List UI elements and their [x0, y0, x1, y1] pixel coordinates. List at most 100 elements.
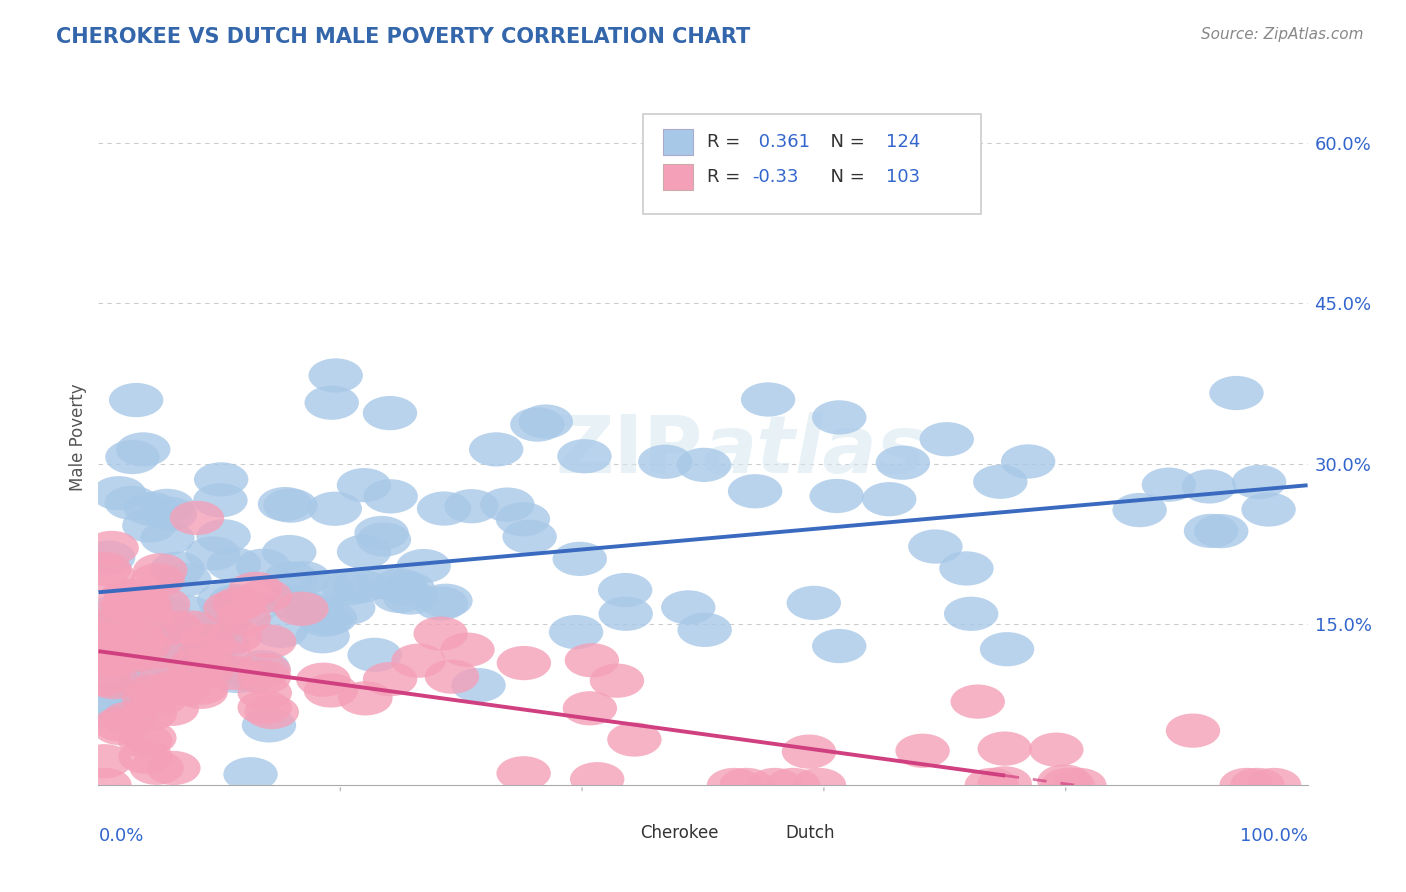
Ellipse shape	[444, 489, 499, 524]
Ellipse shape	[146, 751, 201, 785]
Ellipse shape	[977, 766, 1032, 800]
Ellipse shape	[496, 646, 551, 681]
Ellipse shape	[96, 665, 150, 699]
Ellipse shape	[262, 535, 316, 569]
Ellipse shape	[159, 595, 214, 630]
Ellipse shape	[1001, 444, 1056, 479]
Ellipse shape	[519, 404, 572, 439]
Ellipse shape	[173, 674, 228, 709]
Ellipse shape	[77, 768, 132, 802]
Ellipse shape	[136, 587, 190, 622]
Ellipse shape	[134, 553, 187, 588]
Ellipse shape	[77, 693, 132, 728]
Ellipse shape	[118, 590, 172, 624]
Ellipse shape	[90, 594, 143, 629]
Ellipse shape	[135, 594, 190, 629]
Ellipse shape	[396, 549, 451, 583]
Ellipse shape	[363, 396, 418, 430]
Ellipse shape	[308, 491, 361, 526]
Ellipse shape	[101, 702, 156, 736]
Ellipse shape	[217, 601, 271, 636]
Text: Dutch: Dutch	[785, 824, 835, 842]
Ellipse shape	[104, 579, 159, 613]
Ellipse shape	[118, 627, 172, 662]
Ellipse shape	[638, 444, 693, 479]
FancyBboxPatch shape	[664, 163, 693, 190]
Ellipse shape	[77, 662, 132, 697]
Ellipse shape	[1182, 469, 1236, 504]
Ellipse shape	[347, 638, 402, 672]
Ellipse shape	[174, 671, 228, 705]
Ellipse shape	[813, 629, 866, 663]
Text: N =: N =	[820, 168, 870, 186]
FancyBboxPatch shape	[606, 822, 633, 844]
Ellipse shape	[813, 401, 866, 434]
Ellipse shape	[418, 583, 472, 618]
Ellipse shape	[676, 448, 731, 482]
Ellipse shape	[1247, 768, 1302, 802]
Ellipse shape	[139, 640, 194, 675]
Ellipse shape	[782, 734, 837, 769]
Ellipse shape	[382, 581, 437, 615]
Ellipse shape	[197, 519, 250, 553]
Ellipse shape	[84, 531, 139, 565]
Text: R =: R =	[707, 133, 745, 151]
Ellipse shape	[748, 768, 801, 802]
Ellipse shape	[212, 586, 267, 621]
Ellipse shape	[354, 565, 409, 599]
Text: Cherokee: Cherokee	[640, 824, 718, 842]
FancyBboxPatch shape	[664, 128, 693, 155]
Ellipse shape	[707, 768, 761, 802]
Ellipse shape	[337, 534, 391, 569]
Ellipse shape	[93, 707, 148, 741]
Ellipse shape	[125, 605, 180, 639]
Ellipse shape	[208, 584, 263, 618]
Y-axis label: Male Poverty: Male Poverty	[69, 384, 87, 491]
Ellipse shape	[416, 491, 471, 525]
Ellipse shape	[208, 619, 263, 654]
Ellipse shape	[973, 465, 1028, 499]
Ellipse shape	[1112, 493, 1167, 527]
Ellipse shape	[766, 768, 820, 802]
Ellipse shape	[141, 521, 194, 556]
Ellipse shape	[589, 664, 644, 698]
Ellipse shape	[943, 597, 998, 631]
Ellipse shape	[131, 563, 184, 598]
Ellipse shape	[263, 561, 318, 596]
Ellipse shape	[339, 681, 392, 715]
Ellipse shape	[950, 684, 1005, 719]
Ellipse shape	[363, 662, 418, 697]
Ellipse shape	[381, 572, 434, 606]
Ellipse shape	[93, 711, 148, 745]
Ellipse shape	[297, 663, 350, 697]
Ellipse shape	[118, 739, 173, 774]
Ellipse shape	[82, 541, 135, 574]
Ellipse shape	[391, 643, 446, 678]
Ellipse shape	[112, 622, 166, 656]
Ellipse shape	[101, 589, 156, 623]
Ellipse shape	[599, 597, 652, 631]
Ellipse shape	[295, 619, 350, 654]
Ellipse shape	[354, 516, 409, 550]
Ellipse shape	[145, 691, 198, 726]
Ellipse shape	[127, 674, 181, 708]
Ellipse shape	[180, 653, 233, 688]
Ellipse shape	[1209, 376, 1264, 410]
Ellipse shape	[274, 591, 329, 626]
Text: -0.33: -0.33	[752, 168, 799, 186]
Ellipse shape	[228, 572, 283, 606]
Ellipse shape	[305, 385, 359, 420]
Ellipse shape	[236, 660, 291, 694]
Text: Source: ZipAtlas.com: Source: ZipAtlas.com	[1201, 27, 1364, 42]
Ellipse shape	[337, 468, 391, 502]
Ellipse shape	[107, 637, 160, 671]
Ellipse shape	[242, 624, 297, 658]
Ellipse shape	[470, 433, 523, 467]
Ellipse shape	[440, 632, 495, 667]
Ellipse shape	[122, 721, 177, 756]
Ellipse shape	[245, 695, 299, 729]
Ellipse shape	[197, 640, 252, 673]
Ellipse shape	[253, 614, 308, 648]
Ellipse shape	[155, 617, 208, 651]
Text: 100.0%: 100.0%	[1240, 827, 1308, 845]
